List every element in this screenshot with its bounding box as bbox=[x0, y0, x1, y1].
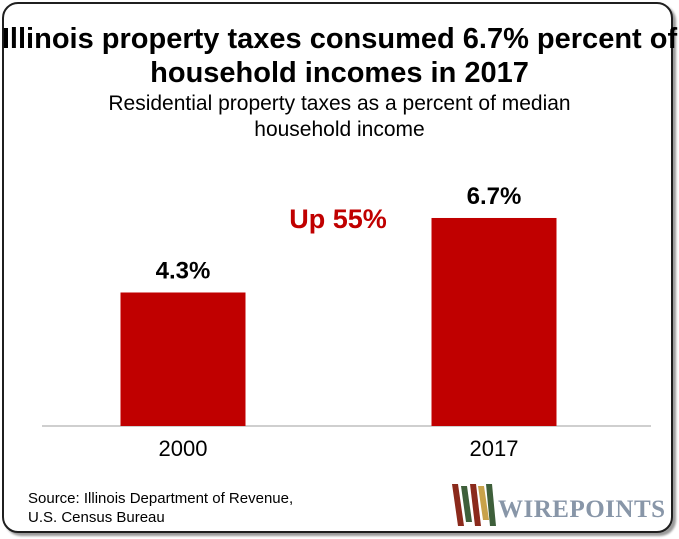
chart-title: Illinois property taxes consumed 6.7% pe… bbox=[0, 22, 679, 90]
bar-2017 bbox=[431, 217, 557, 426]
source-note: Source: Illinois Department of Revenue, … bbox=[28, 489, 293, 527]
data-label-2017: 6.7% bbox=[467, 183, 522, 210]
logo-mark-icon bbox=[452, 484, 496, 526]
change-annotation: Up 55% bbox=[289, 204, 387, 234]
x-tick-label-2000: 2000 bbox=[159, 436, 208, 461]
source-line-1: Source: Illinois Department of Revenue, bbox=[28, 490, 294, 507]
title-text: Illinois property taxes consumed 6.7% pe… bbox=[1, 23, 678, 89]
data-label-2000: 4.3% bbox=[156, 257, 211, 284]
chart-subtitle: Residential property taxes as a percent … bbox=[108, 92, 571, 141]
source-line-2: U.S. Census Bureau bbox=[28, 509, 165, 526]
chart-frame bbox=[2, 2, 673, 533]
x-tick-label-2017: 2017 bbox=[470, 436, 519, 461]
wirepoints-logo: WIREPOINTS bbox=[448, 482, 665, 528]
bar-2000 bbox=[120, 292, 246, 426]
logo-text: WIREPOINTS bbox=[498, 496, 666, 523]
